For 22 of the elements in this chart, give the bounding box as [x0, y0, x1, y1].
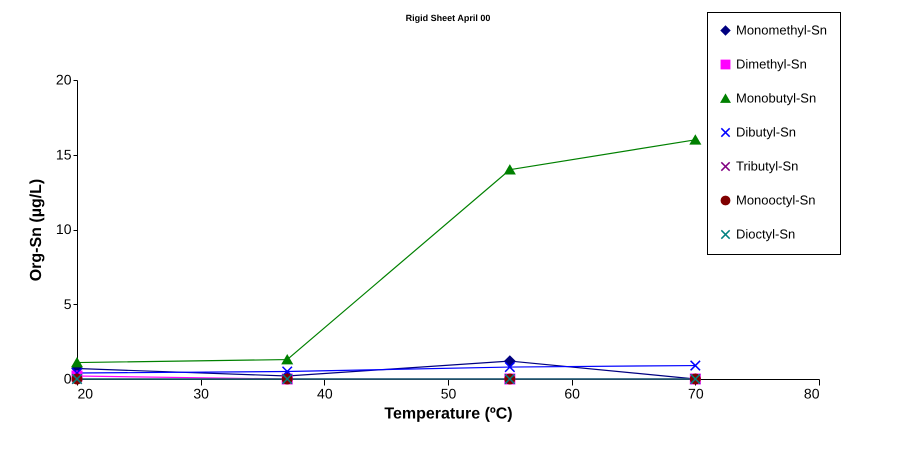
y-tick-label: 10	[56, 221, 72, 237]
legend-label: Monobutyl-Sn	[736, 90, 816, 106]
x-tick-label: 50	[440, 386, 456, 402]
x-tick-label: 60	[564, 386, 580, 402]
x-tick-label: 20	[78, 386, 94, 402]
legend-label: Dioctyl-Sn	[736, 226, 796, 242]
legend-label: Monomethyl-Sn	[736, 22, 828, 38]
legend-label: Tributyl-Sn	[736, 158, 798, 174]
legend-label: Dimethyl-Sn	[736, 56, 807, 72]
chart-title: Rigid Sheet April 00	[406, 13, 490, 23]
y-tick-label: 15	[56, 146, 72, 162]
x-tick-label: 70	[688, 386, 704, 402]
legend-label: Dibutyl-Sn	[736, 124, 796, 140]
y-axis-title: Org-Sn (µg/L)	[28, 178, 45, 282]
x-axis-title: Temperature (ºC)	[384, 406, 513, 422]
x-tick-label: 30	[193, 386, 210, 402]
y-tick-label: 0	[64, 370, 72, 386]
y-tick-label: 5	[64, 296, 72, 312]
x-tick-label: 40	[317, 386, 333, 402]
x-tick-label: 80	[804, 386, 820, 402]
y-tick-label: 20	[56, 72, 72, 88]
legend-label: Monooctyl-Sn	[736, 192, 816, 208]
